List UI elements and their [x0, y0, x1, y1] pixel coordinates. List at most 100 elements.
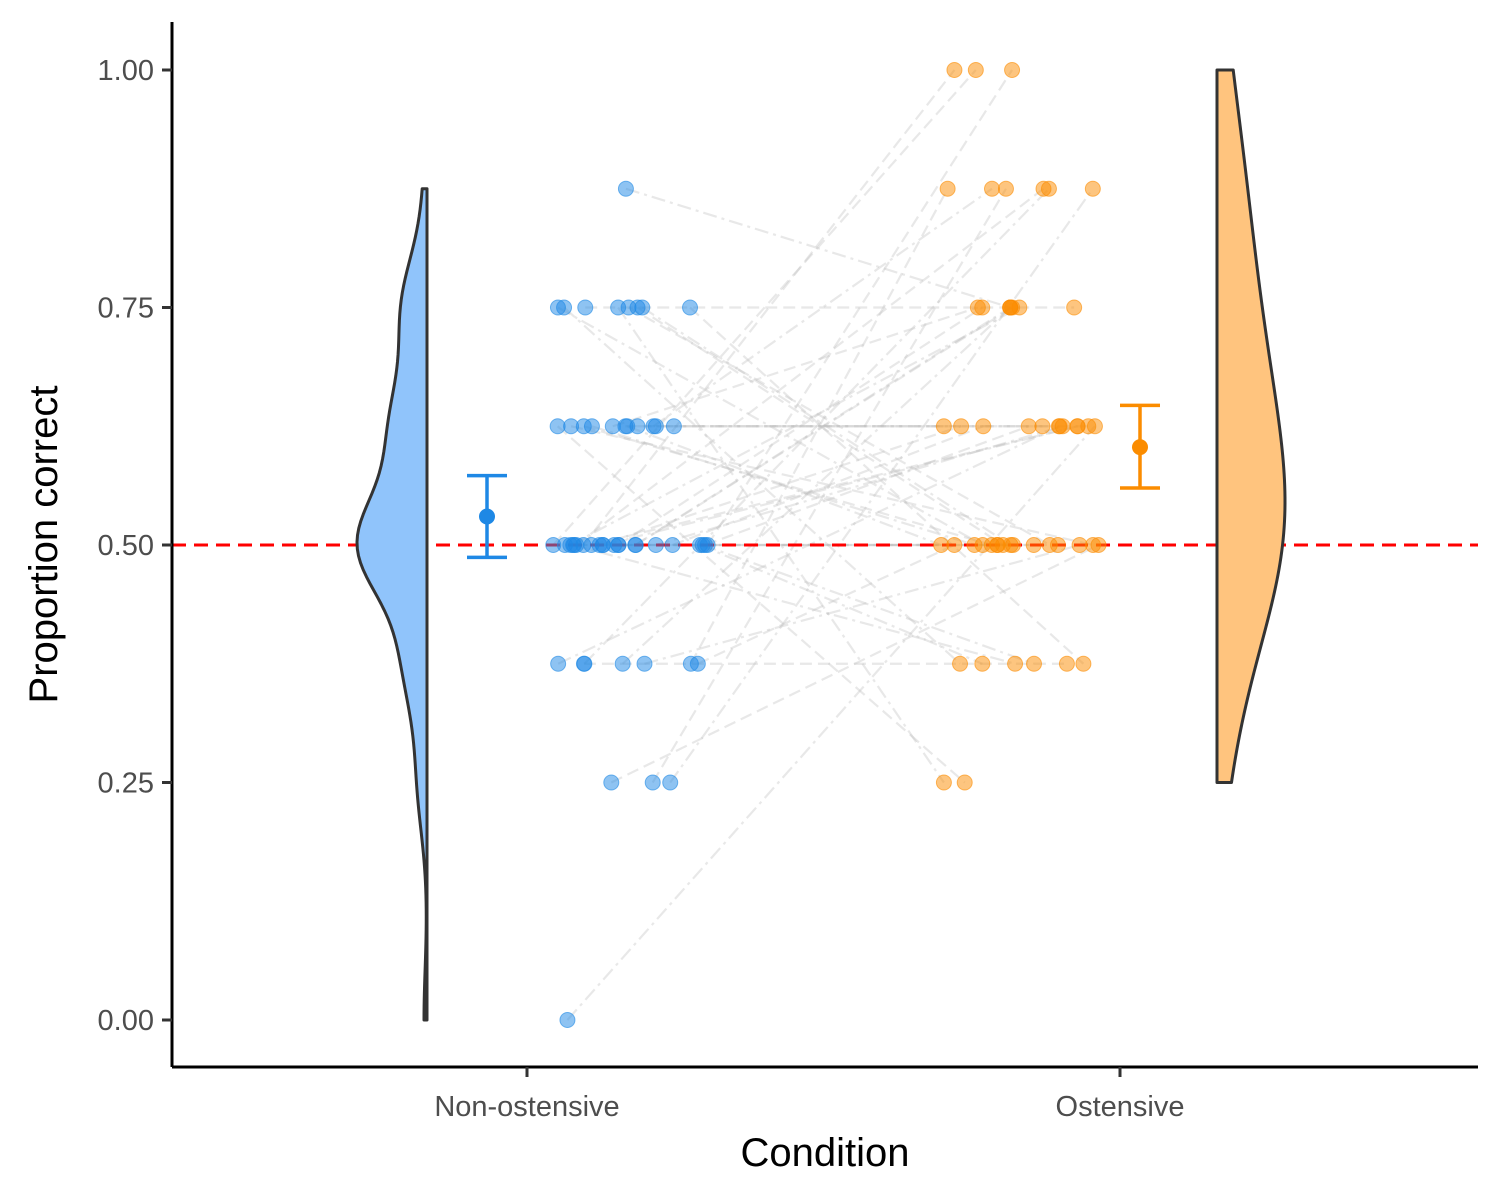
- pair-line: [583, 187, 1050, 665]
- data-point: [594, 537, 611, 553]
- pair-line: [636, 306, 1004, 546]
- density-clouds: [355, 68, 1287, 1022]
- data-point: [1025, 537, 1042, 553]
- y-axis-title: Proportion correct: [22, 386, 66, 704]
- data-point: [1069, 418, 1086, 435]
- y-tick-label: 1.00: [98, 55, 154, 87]
- data-point: [969, 299, 986, 316]
- data-point: [975, 418, 992, 435]
- data-point: [550, 655, 567, 672]
- density-cloud: [355, 187, 429, 1022]
- data-point: [997, 180, 1014, 197]
- data-point: [699, 537, 716, 553]
- data-point: [953, 418, 970, 435]
- data-point: [935, 774, 952, 791]
- data-point: [647, 537, 664, 553]
- data-point: [644, 774, 661, 791]
- data-point: [1007, 655, 1024, 672]
- mean-point: [479, 508, 495, 525]
- data-point: [946, 62, 963, 78]
- pair-line: [625, 187, 1011, 309]
- data-point: [935, 418, 952, 435]
- pair-line: [617, 306, 983, 546]
- pair-line: [575, 187, 1045, 546]
- data-point: [549, 299, 566, 316]
- data-point: [1058, 655, 1075, 672]
- data-point: [952, 655, 969, 672]
- data-point: [647, 418, 664, 435]
- pair-line: [672, 425, 984, 547]
- pair-line: [552, 69, 977, 546]
- data-point: [1025, 655, 1042, 672]
- pair-line: [572, 543, 1016, 665]
- data-point: [634, 299, 651, 316]
- pair-line: [617, 306, 945, 784]
- pair-line: [570, 425, 1094, 547]
- pair-line: [591, 425, 975, 547]
- data-point: [1066, 299, 1083, 316]
- pair-line: [563, 306, 961, 665]
- pair-line: [651, 188, 1007, 784]
- data-point: [620, 299, 637, 316]
- data-point: [636, 655, 653, 672]
- data-point: [1090, 537, 1107, 553]
- pair-line: [704, 425, 1030, 547]
- mean-point: [1132, 439, 1148, 456]
- pair-line: [610, 544, 1099, 784]
- y-tick-label: 0.50: [98, 530, 154, 562]
- data-point: [1004, 62, 1021, 78]
- pair-line: [612, 306, 979, 428]
- data-point: [617, 180, 634, 197]
- data-point: [1020, 418, 1037, 435]
- mean-ci-markers: [467, 403, 1160, 560]
- data-point: [617, 418, 634, 435]
- pair-line: [644, 543, 1080, 665]
- x-tick-label: Non-ostensive: [434, 1091, 619, 1123]
- pair-line: [669, 188, 1094, 784]
- pair-line: [699, 543, 983, 665]
- pair-line: [628, 306, 1051, 546]
- pair-line: [689, 306, 1085, 665]
- data-point: [563, 418, 580, 435]
- pair-line: [557, 306, 984, 546]
- x-tick-label: Ostensive: [1056, 1091, 1185, 1123]
- data-point: [946, 537, 963, 553]
- data-point: [1005, 537, 1022, 553]
- pair-line: [569, 306, 1020, 546]
- axes: 0.00 0.25 0.50 0.75 1.00 Non-ostensive Ostensi…: [98, 22, 1478, 1123]
- paired-lines: [552, 69, 1099, 1021]
- data-point: [1035, 180, 1052, 197]
- pair-line: [706, 69, 1013, 546]
- data-point: [967, 62, 984, 78]
- pair-line: [652, 187, 993, 428]
- pair-line: [591, 425, 1078, 547]
- data-point: [559, 1012, 576, 1028]
- pair-line: [556, 425, 966, 784]
- y-tick-label: 0.75: [98, 293, 154, 325]
- data-point: [562, 537, 579, 553]
- data-point: [575, 655, 592, 672]
- pair-line: [697, 544, 955, 665]
- data-point: [682, 299, 699, 316]
- pair-line: [582, 69, 956, 546]
- data-point: [577, 299, 594, 316]
- data-point: [603, 774, 620, 791]
- data-point: [1075, 655, 1092, 672]
- x-axis-title: Condition: [740, 1131, 909, 1175]
- pair-line: [599, 425, 962, 547]
- data-point: [1002, 299, 1019, 316]
- pair-line: [702, 543, 1035, 665]
- data-point: [1071, 537, 1088, 553]
- pair-line: [621, 306, 1012, 665]
- y-tick-label: 0.00: [98, 1005, 154, 1037]
- data-point: [682, 655, 699, 672]
- data-point: [662, 774, 679, 791]
- data-point: [1049, 537, 1066, 553]
- data-point: [939, 180, 956, 197]
- pair-line: [635, 306, 1013, 546]
- y-tick-label: 0.25: [98, 768, 154, 800]
- data-point: [665, 418, 682, 435]
- data-point: [1084, 180, 1101, 197]
- pair-line: [602, 425, 1078, 547]
